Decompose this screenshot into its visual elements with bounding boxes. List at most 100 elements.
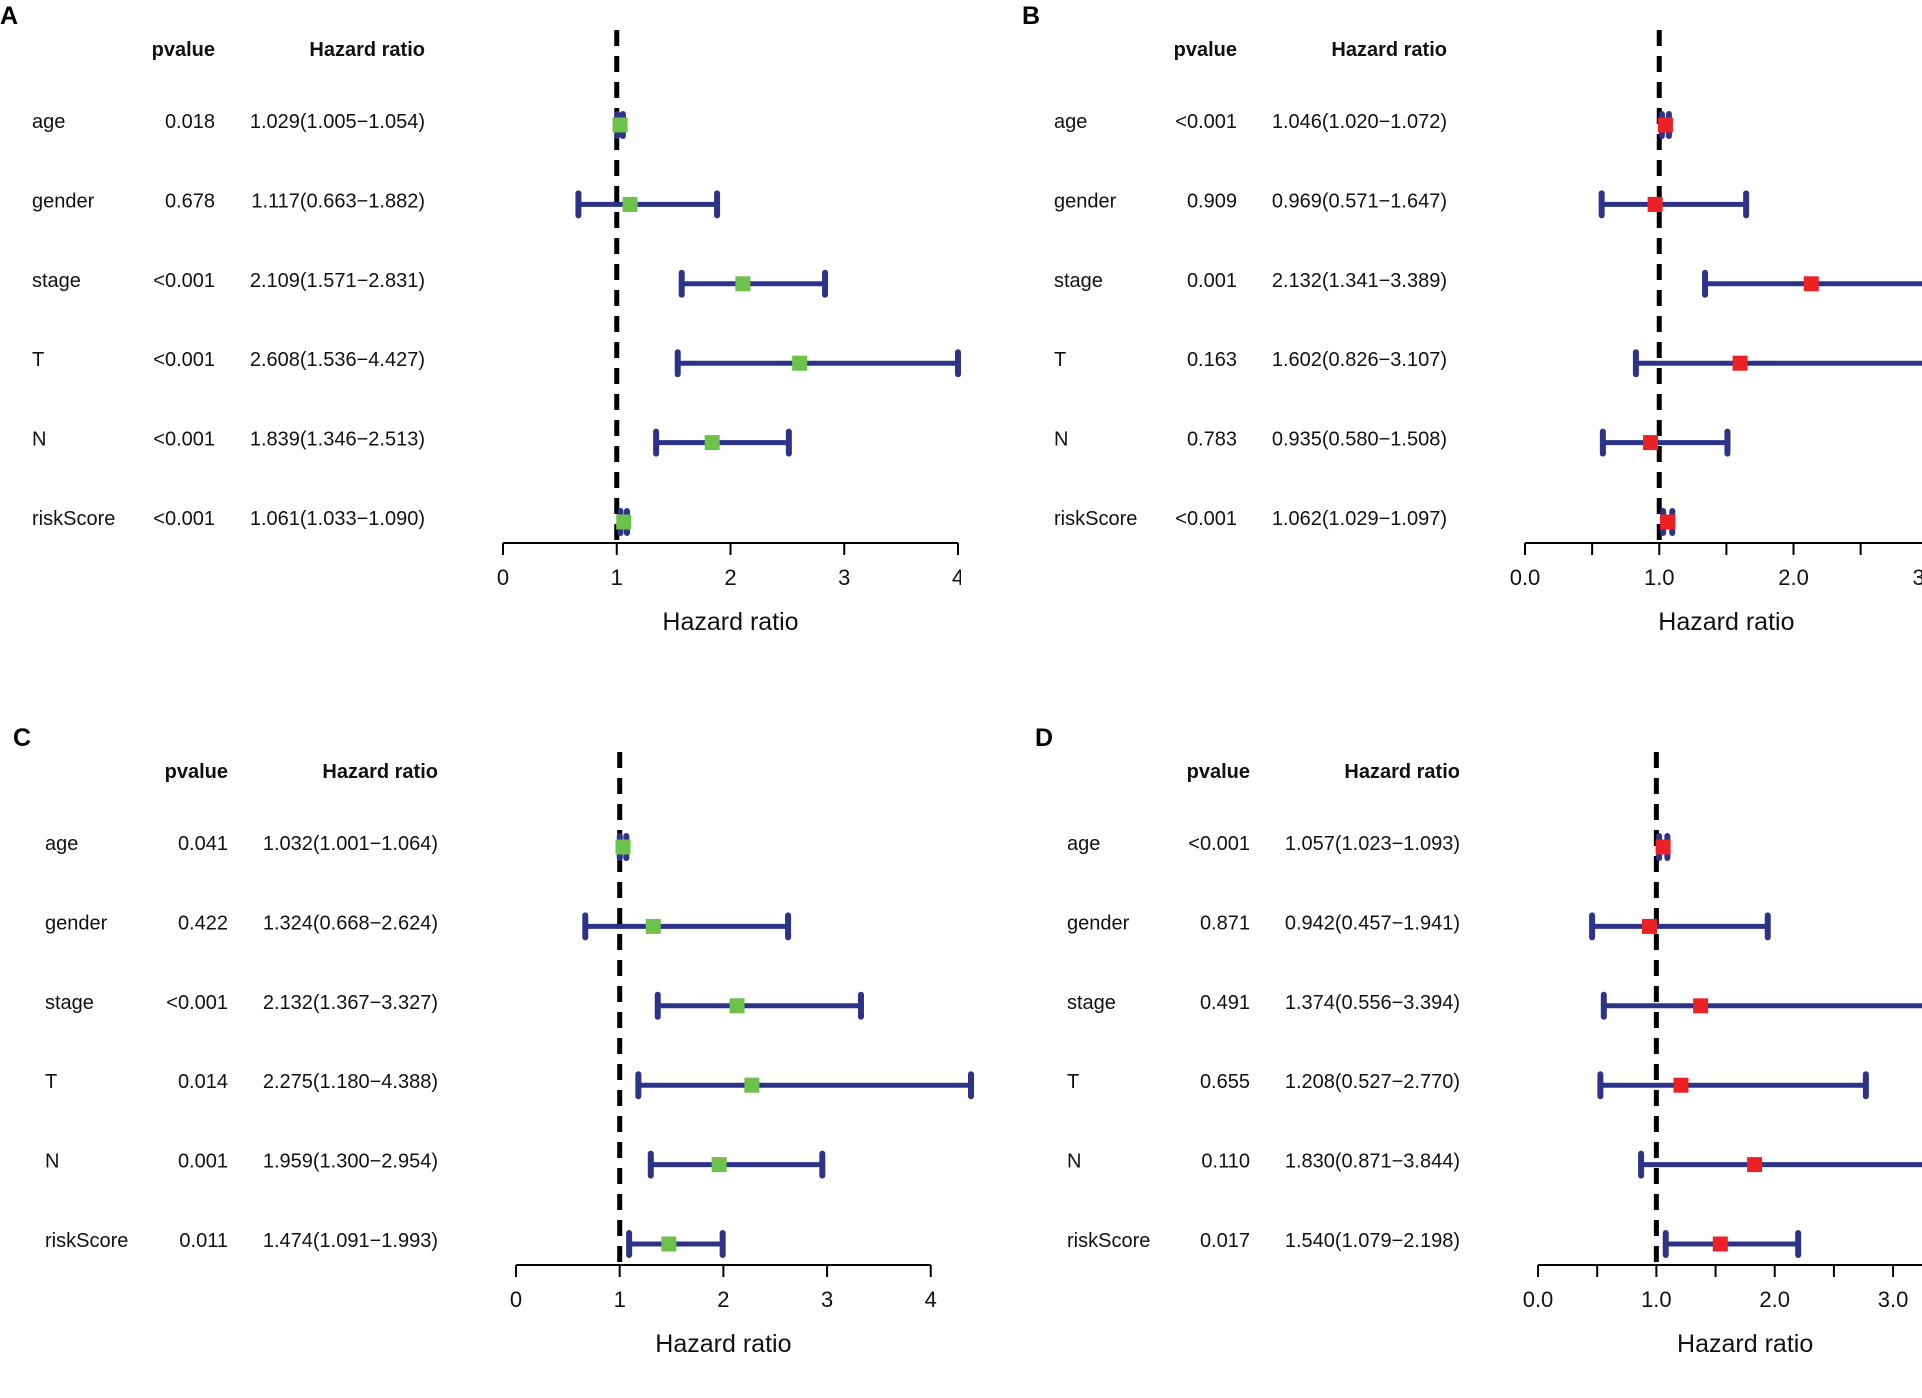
row-label: riskScore [45,1230,128,1252]
hazard-ratio-header: Hazard ratio [1331,39,1447,61]
hazard-ratio-cell: 1.062(1.029−1.097) [1272,508,1447,530]
pvalue-cell: <0.001 [1175,111,1237,133]
hazard-ratio-marker [744,1077,760,1093]
pvalue-header: pvalue [1187,761,1250,783]
x-tick-label: 0.0 [1510,565,1541,590]
row-label: stage [32,270,81,292]
row-label: stage [1067,992,1116,1014]
hazard-ratio-marker [612,117,628,133]
panel-label: A [0,2,18,30]
hazard-ratio-marker [792,355,808,371]
row-label: gender [45,912,108,934]
pvalue-cell: 0.017 [1200,1230,1250,1252]
x-tick-label: 0.0 [1523,1287,1554,1312]
pvalue-cell: <0.001 [1175,508,1237,530]
hazard-ratio-marker [1732,355,1748,371]
x-axis-label: Hazard ratio [655,1330,791,1358]
x-tick-label: 4 [952,565,961,590]
hazard-ratio-marker [1642,918,1658,934]
hazard-ratio-marker [704,435,720,451]
hazard-ratio-cell: 1.208(0.527−2.770) [1285,1071,1460,1093]
row-label: riskScore [1054,508,1137,530]
pvalue-cell: 0.001 [1187,270,1237,292]
row-label: gender [1067,912,1130,934]
x-tick-label: 2 [724,565,736,590]
hazard-ratio-cell: 2.109(1.571−2.831) [250,270,425,292]
row-label: gender [32,190,95,212]
pvalue-cell: <0.001 [1188,833,1250,855]
pvalue-header: pvalue [165,761,228,783]
pvalue-cell: <0.001 [153,349,215,371]
x-tick-label: 2.0 [1759,1287,1790,1312]
hazard-ratio-cell: 1.839(1.346−2.513) [250,429,425,451]
hazard-ratio-marker [1712,1236,1728,1252]
hazard-ratio-cell: 1.032(1.001−1.064) [263,833,438,855]
hazard-ratio-marker [1657,117,1673,133]
x-tick-label: 1.0 [1641,1287,1672,1312]
hazard-ratio-header: Hazard ratio [322,761,438,783]
pvalue-cell: 0.871 [1200,912,1250,934]
x-tick-label: 2.0 [1778,565,1809,590]
hazard-ratio-header: Hazard ratio [309,39,425,61]
row-label: N [1067,1151,1081,1173]
x-tick-label: 0 [497,565,509,590]
hazard-ratio-marker [729,998,745,1014]
hazard-ratio-marker [616,514,632,530]
panel-label: B [1022,2,1040,30]
hazard-ratio-cell: 1.830(0.871−3.844) [1285,1151,1460,1173]
pvalue-cell: 0.909 [1187,190,1237,212]
hazard-ratio-marker [1747,1157,1763,1173]
hazard-ratio-cell: 1.540(1.079−2.198) [1285,1230,1460,1252]
x-axis-label: Hazard ratio [662,608,798,636]
hazard-ratio-cell: 0.969(0.571−1.647) [1272,190,1447,212]
pvalue-cell: 0.783 [1187,429,1237,451]
hazard-ratio-cell: 1.117(0.663−1.882) [251,190,425,212]
hazard-ratio-cell: 0.942(0.457−1.941) [1285,912,1460,934]
panel-label: C [13,724,31,752]
row-label: age [1054,111,1087,133]
hazard-ratio-marker [711,1157,727,1173]
x-tick-label: 0 [510,1287,522,1312]
hazard-ratio-cell: 2.608(1.536−4.427) [250,349,425,371]
hazard-ratio-marker [1647,196,1663,212]
row-label: riskScore [32,508,115,530]
x-axis-label: Hazard ratio [1658,608,1794,636]
pvalue-cell: 0.491 [1200,992,1250,1014]
pvalue-cell: 0.041 [178,833,228,855]
row-label: T [1067,1071,1079,1093]
hazard-ratio-marker [622,196,638,212]
hazard-ratio-cell: 1.324(0.668−2.624) [263,912,438,934]
x-tick-label: 2 [717,1287,729,1312]
row-label: N [32,429,46,451]
row-label: T [1054,349,1066,371]
row-label: N [45,1151,59,1173]
pvalue-header: pvalue [152,39,215,61]
hazard-ratio-cell: 1.602(0.826−3.107) [1272,349,1447,371]
x-tick-label: 1.0 [1644,565,1675,590]
pvalue-cell: <0.001 [153,429,215,451]
x-tick-label: 1 [611,565,623,590]
hazard-ratio-marker [1660,514,1676,530]
hazard-ratio-marker [1655,839,1671,855]
x-tick-label: 3.0 [1912,565,1922,590]
pvalue-cell: 0.018 [165,111,215,133]
row-label: stage [1054,270,1103,292]
hazard-ratio-cell: 2.132(1.367−3.327) [263,992,438,1014]
pvalue-cell: <0.001 [153,270,215,292]
hazard-ratio-marker [735,276,751,292]
row-label: T [32,349,44,371]
pvalue-cell: 0.163 [1187,349,1237,371]
hazard-ratio-marker [645,918,661,934]
hazard-ratio-header: Hazard ratio [1344,761,1460,783]
row-label: riskScore [1067,1230,1150,1252]
hazard-ratio-cell: 1.374(0.556−3.394) [1285,992,1460,1014]
pvalue-cell: <0.001 [166,992,228,1014]
hazard-ratio-marker [1643,435,1659,451]
hazard-ratio-marker [615,839,631,855]
row-label: stage [45,992,94,1014]
